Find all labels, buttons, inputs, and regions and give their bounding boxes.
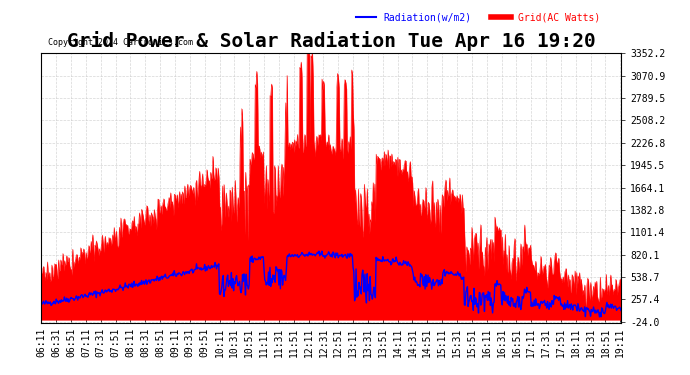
Text: Copyright 2024 Cartronics.com: Copyright 2024 Cartronics.com [48, 38, 193, 47]
Title: Grid Power & Solar Radiation Tue Apr 16 19:20: Grid Power & Solar Radiation Tue Apr 16 … [67, 31, 595, 51]
Legend: Radiation(w/m2), Grid(AC Watts): Radiation(w/m2), Grid(AC Watts) [353, 9, 604, 27]
